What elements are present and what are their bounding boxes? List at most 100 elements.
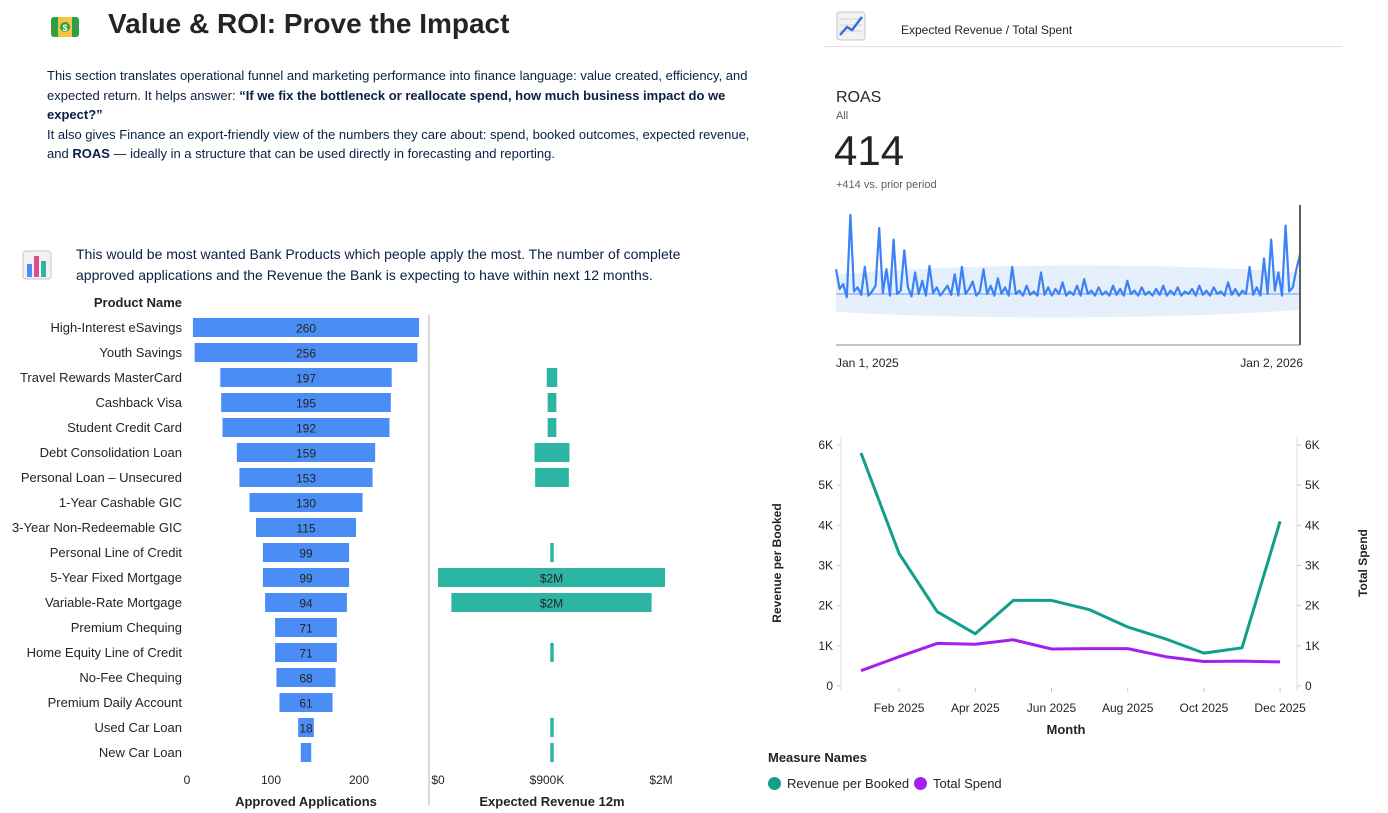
revenue-tick-label: $900K [530,773,565,787]
applications-value-label: 115 [296,522,315,536]
kpi-title: ROAS [836,89,882,106]
kpi-delta: +414 vs. prior period [836,179,937,191]
revenue-bar[interactable] [451,593,652,612]
applications-value-label: 260 [296,322,316,336]
category-label: Student Credit Card [67,420,182,435]
line-chart-icon [836,11,866,41]
applications-axis-title: Approved Applications [235,794,377,809]
category-axis-title: Product Name [94,295,182,310]
applications-bar[interactable] [276,668,336,687]
applications-bar[interactable] [275,643,337,662]
x-tick-label: Oct 2025 [1180,701,1229,715]
svg-text:$: $ [62,23,67,33]
applications-bar[interactable] [192,318,420,337]
y2-tick-label: 6K [1305,438,1320,452]
applications-bar[interactable] [275,618,337,637]
category-label: Personal Line of Credit [50,545,183,560]
applications-bar[interactable] [249,493,363,512]
applications-bar[interactable] [239,468,373,487]
revenue-spend-line-chart: 0 1K 2K 3K 4K 5K 6K 0 1K 2K 3K 4K 5K 6K Feb 2025 Apr … [770,437,1370,737]
applications-value-label: 130 [296,497,316,511]
applications-value-label: 256 [296,347,316,361]
revenue-bar[interactable] [438,568,665,587]
applications-tick-label: 200 [349,773,369,787]
kpi-subtitle: All [836,110,849,122]
y-tick-label: 4K [818,518,833,532]
applications-bar[interactable] [262,543,350,562]
applications-bar[interactable] [279,693,333,712]
applications-bar[interactable] [300,743,312,762]
roas-trend-chart[interactable]: Jan 1, 2025 Jan 2, 2026 [830,200,1310,380]
applications-value-label: 94 [299,597,313,611]
x-tick-label: Dec 2025 [1254,701,1306,715]
revenue-bar[interactable] [550,643,554,662]
applications-value-label: 153 [296,472,316,486]
legend-item-revenue-per-booked[interactable]: Revenue per Booked [768,776,909,791]
category-label: 5-Year Fixed Mortgage [50,570,182,585]
y2-tick-label: 0 [1305,679,1312,693]
y-axis-title: Revenue per Booked [770,503,784,622]
applications-value-label: 195 [296,397,316,411]
applications-bar[interactable] [298,718,314,737]
revenue-bar[interactable] [546,368,558,387]
revenue-bar[interactable] [547,393,557,412]
revenue-bar[interactable] [550,543,554,562]
category-label: No-Fee Chequing [79,670,182,685]
applications-value-label: 61 [299,697,313,711]
applications-bar[interactable] [236,443,376,462]
legend-dot-icon [768,777,781,790]
revenue-bar[interactable] [547,418,557,437]
products-bar-chart: Product Name High-Interest eSavings Youth… [12,295,673,809]
x-axis-title: Month [1047,722,1086,737]
revenue-bar[interactable] [534,443,570,462]
category-label: Travel Rewards MasterCard [20,370,182,385]
revenue-tick-label: $2M [649,773,672,787]
roas-card-header: Expected Revenue / Total Spent [901,23,1073,37]
applications-value-label: 99 [299,547,313,561]
category-label: Used Car Loan [95,720,182,735]
y2-axis-title: Total Spend [1356,529,1370,597]
x-tick-label: Apr 2025 [951,701,1000,715]
applications-value-label: 192 [296,422,316,436]
applications-bar[interactable] [265,593,347,612]
revenue-axis-title: Expected Revenue 12m [479,794,624,809]
kpi-value: 414 [834,127,905,174]
applications-bar[interactable] [221,393,391,412]
revenue-value-label: $2M [540,597,563,611]
forecast-band [836,265,1300,318]
x-tick-label: Jun 2025 [1027,701,1077,715]
legend-title: Measure Names [768,750,867,765]
legend-item-total-spend[interactable]: Total Spend [914,776,1002,791]
category-label: Debt Consolidation Loan [40,445,182,460]
revenue-bar[interactable] [550,743,554,762]
revenue-per-booked-line [859,452,1282,655]
y2-tick-label: 3K [1305,559,1320,573]
revenue-bar[interactable] [550,718,554,737]
applications-value-label: 71 [299,647,313,661]
applications-bar[interactable] [222,418,390,437]
y2-tick-label: 1K [1305,639,1320,653]
category-label: Personal Loan – Unsecured [21,470,182,485]
applications-bar[interactable] [194,343,418,362]
applications-value-label: 197 [296,372,316,386]
applications-bar[interactable] [220,368,392,387]
category-label: Youth Savings [99,345,182,360]
x-tick-label: Aug 2025 [1102,701,1154,715]
legend-label: Revenue per Booked [787,776,910,791]
applications-bar[interactable] [255,518,357,537]
category-label: 1-Year Cashable GIC [59,495,182,510]
y2-tick-label: 4K [1305,518,1320,532]
spark-start-label: Jan 1, 2025 [836,356,899,370]
applications-value-label: 18 [299,722,313,736]
applications-bar[interactable] [262,568,350,587]
total-spend-line [860,638,1281,673]
category-label: Premium Daily Account [48,695,183,710]
revenue-bar[interactable] [535,468,569,487]
y-tick-label: 5K [818,478,833,492]
applications-tick-label: 100 [261,773,281,787]
y-tick-label: 2K [818,599,833,613]
y-tick-label: 3K [818,559,833,573]
y-tick-label: 6K [818,438,833,452]
category-label: Cashback Visa [96,395,183,410]
applications-value-label: 159 [296,447,316,461]
